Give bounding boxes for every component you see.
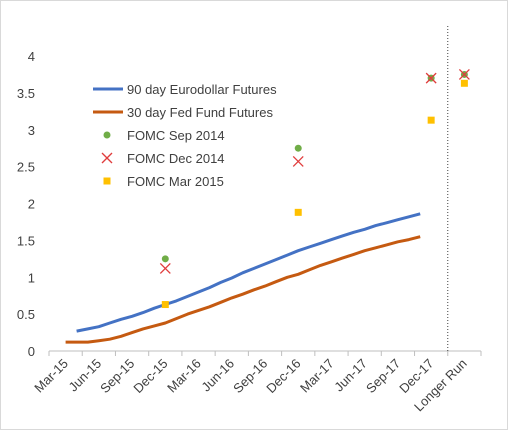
x-marker-stroke <box>292 156 304 167</box>
series-line-1 <box>65 235 421 344</box>
y-tick-label: 3.5 <box>17 86 35 101</box>
x-tick-label: Dec-16 <box>263 356 303 396</box>
series-4-point <box>294 208 302 216</box>
y-tick-label: 4 <box>28 49 35 64</box>
y-tick-label: 0.5 <box>17 307 35 322</box>
y-tick-label: 2.5 <box>17 160 35 175</box>
x-tick-label: Sep-15 <box>97 356 137 396</box>
x-tick-label: Mar-17 <box>297 356 337 396</box>
legend-swatch <box>103 177 111 185</box>
series-lines <box>65 212 421 344</box>
legend: 90 day Eurodollar Futures 30 day Fed Fund… <box>93 82 277 189</box>
x-tick-label: Sep-17 <box>363 356 403 396</box>
series-3-point <box>425 72 437 84</box>
x-tick-labels: Mar-15Jun-15Sep-15Dec-15Mar-16Jun-16Sep-… <box>31 356 469 415</box>
series-3-point <box>159 262 171 274</box>
series-markers <box>159 68 470 309</box>
legend-swatch <box>101 152 113 164</box>
y-tick-label: 1.5 <box>17 233 35 248</box>
y-tick-label: 3 <box>28 123 35 138</box>
legend-label: FOMC Mar 2015 <box>127 174 224 189</box>
legend-label: 90 day Eurodollar Futures <box>127 82 277 97</box>
legend-swatch <box>103 131 111 139</box>
legend-label: 30 day Fed Fund Futures <box>127 105 273 120</box>
y-tick-label: 1 <box>28 270 35 285</box>
x-tick-label: Jun-17 <box>331 356 370 395</box>
x-marker-stroke <box>458 68 470 80</box>
series-2-point <box>161 255 169 263</box>
legend-label: FOMC Sep 2014 <box>127 128 225 143</box>
x-marker-stroke <box>101 152 113 164</box>
series-4-point <box>161 301 169 309</box>
series-line-0 <box>76 212 421 333</box>
series-3-point <box>458 68 470 80</box>
series-3-point <box>292 156 304 167</box>
x-marker-stroke <box>425 72 437 84</box>
y-tick-label: 2 <box>28 197 35 212</box>
series-2-point <box>294 144 302 152</box>
series-4-point <box>427 116 435 124</box>
y-tick-labels: 0 0.5 1 1.5 2 2.5 3 3.5 4 <box>17 49 35 359</box>
x-marker-stroke <box>159 262 171 274</box>
y-tick-label: 0 <box>28 344 35 359</box>
x-tick-label: Dec-15 <box>130 356 170 396</box>
axes <box>48 26 482 356</box>
x-tick-label: Mar-15 <box>31 356 71 396</box>
x-tick-label: Jun-16 <box>198 356 237 395</box>
x-tick-label: Sep-16 <box>230 356 270 396</box>
legend-label: FOMC Dec 2014 <box>127 151 225 166</box>
x-tick-label: Jun-15 <box>65 356 104 395</box>
series-4-point <box>460 79 468 87</box>
x-tick-label: Mar-16 <box>164 356 204 396</box>
